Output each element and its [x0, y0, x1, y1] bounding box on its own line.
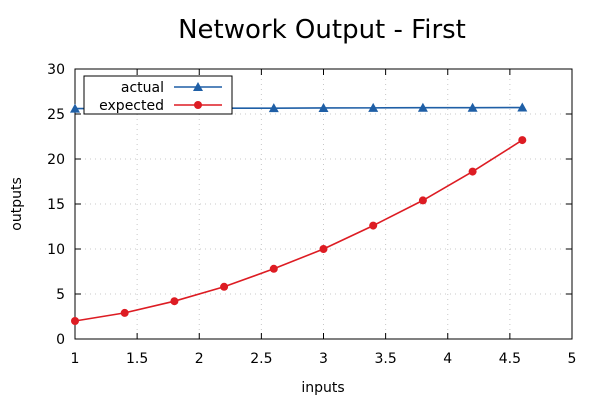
data-point-expected: [518, 136, 527, 145]
data-point-expected: [319, 245, 328, 253]
x-tick-label: 3.5: [374, 351, 396, 367]
x-tick-label: 2: [195, 351, 204, 367]
y-tick-label: 10: [47, 242, 65, 258]
data-point-actual: [517, 102, 528, 112]
y-tick-label: 0: [56, 332, 65, 348]
legend-label-actual: actual: [121, 80, 164, 96]
legend-marker-expected: [194, 101, 202, 109]
data-point-expected: [468, 167, 477, 176]
data-point-expected: [220, 282, 229, 291]
x-axis-label: inputs: [301, 380, 344, 396]
data-point-actual: [318, 102, 329, 112]
data-point-actual: [417, 102, 428, 112]
data-point-expected: [120, 308, 129, 317]
plot-frame: [74, 68, 573, 340]
x-tick-label: 4.5: [499, 351, 521, 367]
y-tick-label: 25: [47, 107, 65, 123]
chart-title: Network Output - First: [178, 15, 466, 45]
series-line-expected: [74, 139, 523, 322]
x-tick-label: 5: [568, 351, 577, 367]
data-point-expected: [418, 196, 427, 205]
data-point-actual: [368, 102, 379, 112]
y-axis-label: outputs: [9, 177, 25, 230]
data-point-expected: [269, 264, 278, 273]
y-tick-label: 5: [56, 287, 65, 303]
x-tick-label: 1: [71, 351, 80, 367]
data-point-expected: [71, 317, 79, 325]
y-tick-label: 30: [47, 62, 65, 78]
data-point-expected: [170, 297, 179, 306]
data-point-actual: [70, 103, 80, 113]
legend-label-expected: expected: [99, 98, 164, 114]
data-point-actual: [467, 102, 478, 112]
data-point-actual: [268, 103, 279, 113]
legend-marker-actual: [193, 82, 203, 91]
legend-box: [83, 75, 233, 115]
y-tick-label: 20: [47, 152, 65, 168]
x-tick-label: 3: [319, 351, 328, 367]
y-tick-label: 15: [47, 197, 65, 213]
x-tick-label: 4: [443, 351, 452, 367]
x-tick-label: 1.5: [126, 351, 148, 367]
x-tick-label: 2.5: [250, 351, 272, 367]
data-point-expected: [369, 221, 378, 230]
